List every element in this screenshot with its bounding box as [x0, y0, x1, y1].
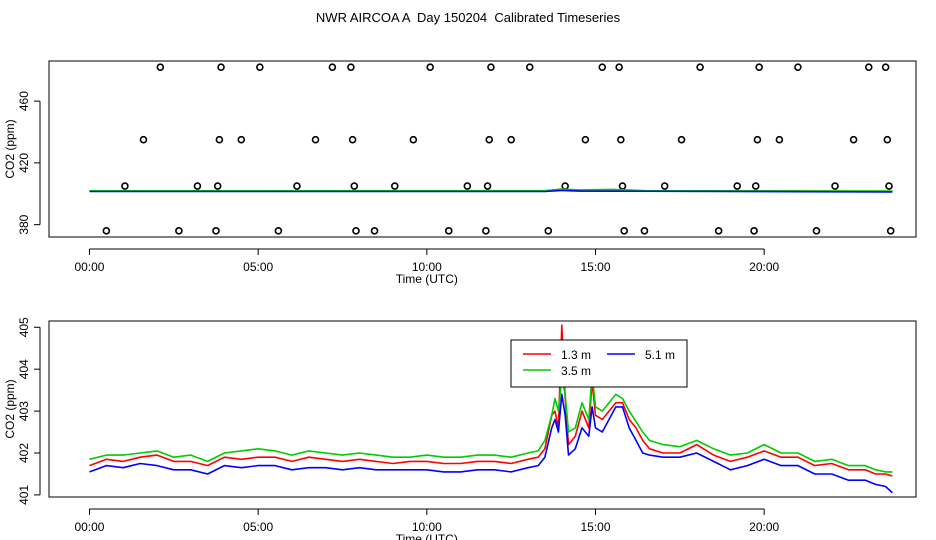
bottom-panel: 00:00 05:00 10:00 15:00 20:00 Time (UTC) 401 40… — [3, 317, 917, 540]
top-scatter-point — [677, 135, 686, 144]
bottom-series-line-5-1-m — [89, 393, 893, 494]
bottom-x-tick-label: 10:00 — [412, 520, 442, 534]
bottom-y-tick-label: 404 — [17, 359, 31, 379]
top-x-tick-label: 10:00 — [412, 260, 442, 274]
bottom-x-tick-label: 15:00 — [580, 520, 610, 534]
chart-title: NWR AIRCOA A Day 150204 Calibrated Times… — [315, 10, 621, 25]
top-scatter-point — [426, 63, 435, 71]
top-scatter-point — [347, 63, 355, 71]
top-scatter-point — [237, 135, 246, 144]
top-x-tick-label: 05:00 — [243, 260, 273, 274]
top-scatter-point — [714, 227, 723, 235]
top-scatter-point — [618, 182, 627, 190]
bottom-plot-frame — [48, 320, 917, 498]
top-scatter-point — [212, 227, 220, 235]
top-scatter-point — [507, 135, 515, 144]
bottom-x-tick-label: 05:00 — [243, 520, 273, 534]
bottom-y-tick-label: 401 — [17, 485, 31, 505]
top-scatter-point — [311, 135, 320, 144]
top-plot-frame — [48, 60, 917, 238]
top-scatter-point — [794, 63, 802, 71]
top-scatter-point — [350, 182, 359, 190]
top-scatter-point — [348, 135, 357, 144]
top-scatter-point — [293, 182, 301, 190]
top-scatter-point — [444, 227, 453, 235]
top-scatter-point — [139, 135, 148, 144]
top-scatter-point — [390, 182, 399, 190]
top-scatter-point — [581, 135, 590, 144]
top-scatter-point — [485, 135, 494, 144]
top-y-axis-label: CO2 (ppm) — [3, 119, 17, 178]
bottom-x-tick-label: 20:00 — [749, 520, 779, 534]
top-scatter-point — [849, 135, 858, 144]
top-series-line-blue — [89, 189, 893, 193]
top-scatter-point — [733, 182, 742, 190]
top-scatter-point — [883, 135, 892, 144]
top-scatter-point — [482, 227, 490, 235]
top-scatter-point — [525, 63, 534, 71]
top-scatter-point — [370, 227, 379, 235]
bottom-y-tick-label: 405 — [17, 317, 31, 337]
top-scatter-point — [121, 182, 129, 190]
top-scatter-point — [881, 63, 890, 71]
bottom-series-line-1-3-m — [89, 324, 893, 477]
top-panel: 00:00 05:00 10:00 15:00 20:00 Time (UTC) 380 42… — [3, 60, 917, 286]
legend-box — [510, 339, 688, 388]
bottom-series-line-3-5-m — [89, 372, 893, 473]
top-scatter-point — [831, 182, 839, 190]
top-scatter-point — [755, 63, 763, 71]
bottom-y-axis-label: CO2 (ppm) — [3, 379, 17, 438]
top-scatter-point — [193, 182, 202, 190]
top-scatter-point — [886, 227, 895, 235]
top-scatter-point — [156, 63, 165, 71]
top-scatter-point — [328, 63, 337, 71]
top-scatter-point — [274, 227, 283, 235]
top-scatter-point — [463, 182, 472, 190]
bottom-y-tick-label: 402 — [17, 443, 31, 463]
bottom-legend: 1.3 m 3.5 m 5.1 m — [510, 339, 688, 388]
top-scatter-point — [615, 63, 623, 71]
top-y-tick-label: 460 — [17, 91, 31, 111]
top-scatter-point — [750, 227, 758, 235]
bottom-y-tick-label: 403 — [17, 401, 31, 421]
legend-label: 5.1 m — [645, 348, 675, 362]
top-scatter-point — [812, 227, 821, 235]
top-scatter-point — [175, 227, 183, 235]
top-scatter-point — [775, 135, 784, 144]
top-scatter-point — [215, 135, 224, 144]
bottom-x-axis-label: Time (UTC) — [396, 532, 458, 540]
legend-label: 1.3 m — [561, 348, 591, 362]
top-y-tick-label: 380 — [17, 214, 31, 234]
top-scatter-point — [617, 135, 625, 144]
top-scatter-point — [213, 182, 222, 190]
top-scatter-point — [544, 227, 553, 235]
top-scatter-point — [561, 182, 569, 190]
top-scatter-point — [483, 182, 492, 190]
top-scatter-point — [352, 227, 360, 235]
top-scatter-point — [751, 182, 760, 190]
top-scatter-point — [217, 63, 225, 71]
top-scatter-point — [409, 135, 418, 144]
bottom-x-tick-label: 00:00 — [74, 520, 104, 534]
top-scatter-point — [753, 135, 762, 144]
top-scatter-point — [487, 63, 495, 71]
top-scatter-point — [256, 63, 264, 71]
top-y-tick-label: 420 — [17, 153, 31, 173]
top-x-axis-label: Time (UTC) — [396, 272, 458, 286]
legend-label: 3.5 m — [561, 364, 591, 378]
top-x-tick-label: 00:00 — [74, 260, 104, 274]
top-scatter-point — [102, 227, 111, 235]
top-scatter-point — [620, 227, 628, 235]
top-scatter-point — [660, 182, 669, 190]
top-scatter-point — [885, 182, 893, 190]
top-x-tick-label: 15:00 — [580, 260, 610, 274]
top-scatter-point — [640, 227, 649, 235]
top-x-tick-label: 20:00 — [749, 260, 779, 274]
top-scatter-point — [864, 63, 873, 71]
top-scatter-point — [598, 63, 607, 71]
top-scatter-point — [696, 63, 704, 71]
